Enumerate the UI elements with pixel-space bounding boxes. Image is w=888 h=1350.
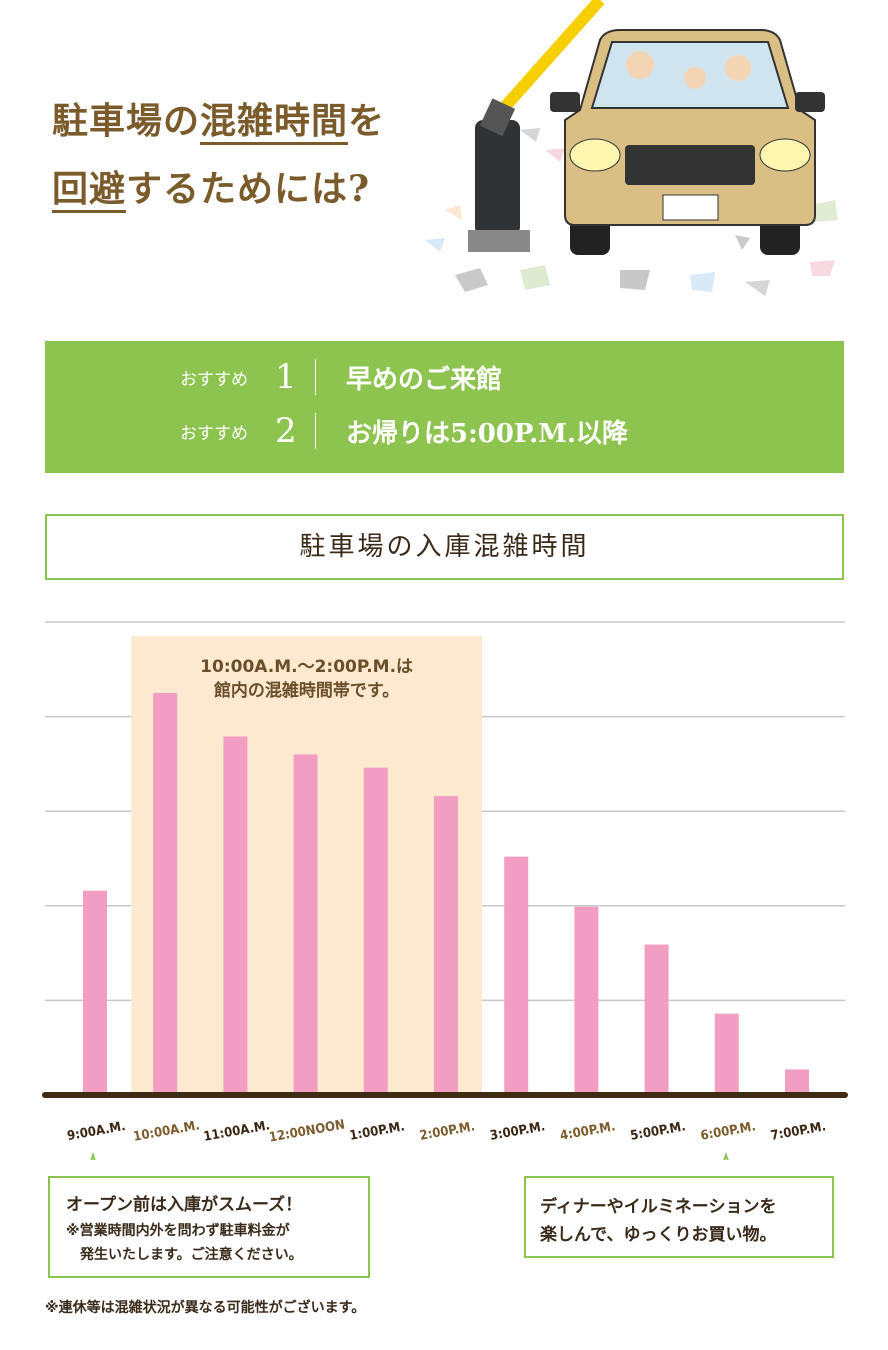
callout-left-title: オープン前は入庫がスムーズ！ xyxy=(66,1195,303,1215)
recommendation-number: 2 xyxy=(275,411,297,451)
confetti xyxy=(425,128,838,296)
headline-text: するためには? xyxy=(126,168,371,210)
chart-title: 駐車場の入庫混雑時間 xyxy=(45,514,844,580)
bar-12:00NOON xyxy=(293,754,318,1095)
bar-9:00A.M. xyxy=(83,890,107,1095)
headline-line2: 回避するためには? xyxy=(52,160,371,213)
recommendation-text: 早めのご来館 xyxy=(346,364,503,395)
highlight-label-line2: 館内の混雑時間帯です。 xyxy=(213,680,399,701)
headline-emphasis: 混雑時間 xyxy=(200,100,349,145)
bar-11:00A.M. xyxy=(223,736,248,1095)
x-tick-label: 2:00P.M. xyxy=(419,1119,477,1143)
callout-pointer-right xyxy=(723,1151,729,1160)
x-tick-label: 4:00P.M. xyxy=(559,1119,617,1143)
headline-text: 駐車場の xyxy=(52,100,201,142)
recommendation-number: 1 xyxy=(275,357,297,397)
recommendation-label: おすすめ xyxy=(180,423,248,444)
parking-gate-car-illustration xyxy=(425,0,838,296)
gate-arm xyxy=(490,0,605,122)
highlight-label-line1: 10:00A.M.〜2:00P.M.は xyxy=(200,657,413,677)
bar-2:00P.M. xyxy=(434,796,458,1095)
recommendation-2: おすすめ 2 お帰りは5:00P.M.以降 xyxy=(180,411,628,451)
callout-left-note2: 発生いたします。ご注意ください。 xyxy=(80,1247,303,1263)
headline-emphasis: 回避 xyxy=(52,168,127,213)
headline-line1: 駐車場の混雑時間を xyxy=(52,92,386,145)
x-tick-label: 7:00P.M. xyxy=(770,1119,828,1143)
bar-1:00P.M. xyxy=(363,767,388,1095)
callout-pointer-left xyxy=(90,1151,96,1160)
callout-right-line1: ディナーやイルミネーションを xyxy=(540,1197,777,1217)
bar-5:00P.M. xyxy=(644,944,669,1095)
headline-text: を xyxy=(348,100,386,142)
callout-right-line2: 楽しんで、ゆっくりお買い物。 xyxy=(540,1225,777,1245)
callout-left: オープン前は入庫がスムーズ！ ※営業時間内外を問わず駐車料金が 発生いたします。… xyxy=(48,1176,370,1278)
bar-3:00P.M. xyxy=(504,856,529,1095)
recommendation-1: おすすめ 1 早めのご来館 xyxy=(180,357,502,397)
footnote: ※連休等は混雑状況が異なる可能性がございます。 xyxy=(45,1300,366,1316)
divider xyxy=(315,413,316,449)
recommendation-panel: おすすめ 1 早めのご来館 おすすめ 2 お帰りは5:00P.M.以降 xyxy=(45,341,844,473)
x-tick-label: 11:00A.M. xyxy=(202,1118,271,1144)
x-tick-label: 1:00P.M. xyxy=(348,1119,406,1143)
x-tick-label: 3:00P.M. xyxy=(489,1119,547,1143)
x-tick-label: 6:00P.M. xyxy=(699,1119,757,1143)
bar-chart: 10:00A.M.〜2:00P.M.は 館内の混雑時間帯です。 9:00A.M.… xyxy=(42,621,848,1160)
x-tick-label: 5:00P.M. xyxy=(629,1119,687,1143)
bar-10:00A.M. xyxy=(153,692,178,1095)
x-tick-label: 10:00A.M. xyxy=(132,1118,201,1144)
x-tick-label: 9:00A.M. xyxy=(66,1119,127,1144)
car xyxy=(550,29,825,255)
callout-left-note1: ※営業時間内外を問わず駐車料金が xyxy=(66,1223,290,1239)
recommendation-label: おすすめ xyxy=(180,369,248,390)
bar-6:00P.M. xyxy=(714,1013,739,1095)
callout-right: ディナーやイルミネーションを 楽しんで、ゆっくりお買い物。 xyxy=(524,1176,834,1258)
recommendation-text: お帰りは5:00P.M.以降 xyxy=(346,418,629,449)
bar-7:00P.M. xyxy=(785,1069,809,1095)
gate-post xyxy=(475,120,520,235)
x-tick-label: 12:00NOON xyxy=(268,1118,346,1146)
divider xyxy=(315,359,316,395)
bar-4:00P.M. xyxy=(574,906,599,1095)
